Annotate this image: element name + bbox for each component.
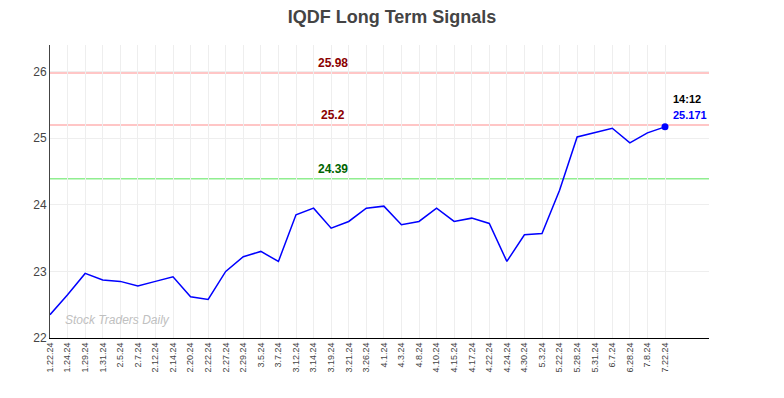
svg-text:1.22.24: 1.22.24 bbox=[45, 343, 55, 373]
svg-text:4.17.24: 4.17.24 bbox=[467, 343, 477, 373]
svg-text:7.8.24: 7.8.24 bbox=[642, 343, 652, 368]
svg-text:3.26.24: 3.26.24 bbox=[361, 343, 371, 373]
svg-text:4.10.24: 4.10.24 bbox=[431, 343, 441, 373]
svg-text:14:12: 14:12 bbox=[673, 93, 701, 105]
svg-text:3.12.24: 3.12.24 bbox=[291, 343, 301, 373]
svg-text:25.171: 25.171 bbox=[673, 109, 707, 121]
svg-text:2.14.24: 2.14.24 bbox=[168, 343, 178, 373]
svg-text:4.15.24: 4.15.24 bbox=[449, 343, 459, 373]
svg-text:4.1.24: 4.1.24 bbox=[379, 343, 389, 368]
svg-text:2.20.24: 2.20.24 bbox=[185, 343, 195, 373]
svg-text:2.7.24: 2.7.24 bbox=[133, 343, 143, 368]
svg-text:6.7.24: 6.7.24 bbox=[607, 343, 617, 368]
svg-text:4.30.24: 4.30.24 bbox=[519, 343, 529, 373]
svg-text:5.28.24: 5.28.24 bbox=[572, 343, 582, 373]
svg-text:25.98: 25.98 bbox=[318, 56, 348, 70]
svg-text:2.22.24: 2.22.24 bbox=[203, 343, 213, 373]
svg-text:25.2: 25.2 bbox=[321, 108, 345, 122]
svg-text:7.22.24: 7.22.24 bbox=[660, 343, 670, 373]
svg-text:3.21.24: 3.21.24 bbox=[344, 343, 354, 373]
svg-text:2.5.24: 2.5.24 bbox=[115, 343, 125, 368]
svg-text:4.3.24: 4.3.24 bbox=[396, 343, 406, 368]
svg-text:25: 25 bbox=[33, 131, 47, 145]
svg-text:6.28.24: 6.28.24 bbox=[625, 343, 635, 373]
svg-text:1.29.24: 1.29.24 bbox=[80, 343, 90, 373]
svg-text:1.31.24: 1.31.24 bbox=[98, 343, 108, 373]
svg-text:2.29.24: 2.29.24 bbox=[238, 343, 248, 373]
svg-text:4.22.24: 4.22.24 bbox=[484, 343, 494, 373]
svg-text:4.24.24: 4.24.24 bbox=[502, 343, 512, 373]
svg-text:3.19.24: 3.19.24 bbox=[326, 343, 336, 373]
svg-text:2.12.24: 2.12.24 bbox=[150, 343, 160, 373]
svg-text:1.24.24: 1.24.24 bbox=[62, 343, 72, 373]
svg-text:22: 22 bbox=[33, 331, 47, 345]
svg-text:26: 26 bbox=[33, 65, 47, 79]
svg-text:24: 24 bbox=[33, 198, 47, 212]
svg-text:3.5.24: 3.5.24 bbox=[256, 343, 266, 368]
svg-text:2.27.24: 2.27.24 bbox=[221, 343, 231, 373]
svg-text:3.14.24: 3.14.24 bbox=[308, 343, 318, 373]
svg-text:4.8.24: 4.8.24 bbox=[414, 343, 424, 368]
svg-text:23: 23 bbox=[33, 265, 47, 279]
svg-text:5.3.24: 5.3.24 bbox=[537, 343, 547, 368]
svg-text:3.7.24: 3.7.24 bbox=[273, 343, 283, 368]
svg-text:IQDF Long Term Signals: IQDF Long Term Signals bbox=[288, 7, 497, 27]
svg-text:5.22.24: 5.22.24 bbox=[554, 343, 564, 373]
svg-text:24.39: 24.39 bbox=[318, 162, 348, 176]
svg-text:5.31.24: 5.31.24 bbox=[590, 343, 600, 373]
svg-text:Stock Traders Daily: Stock Traders Daily bbox=[65, 313, 170, 327]
